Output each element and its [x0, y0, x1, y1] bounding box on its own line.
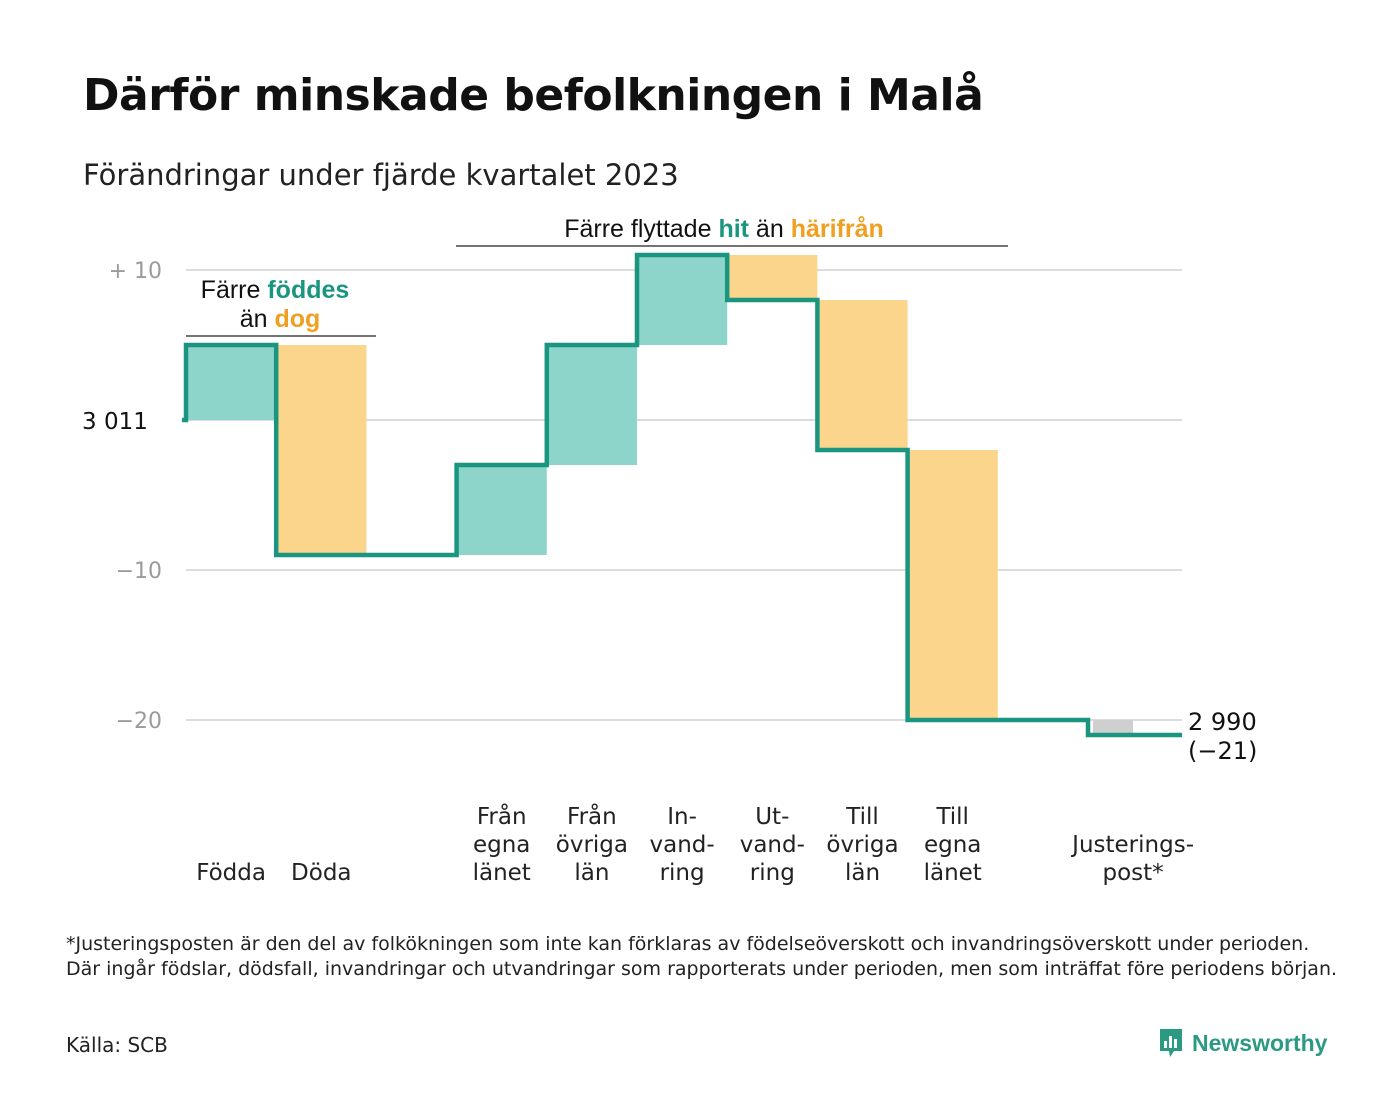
- category-label: Från: [477, 802, 527, 830]
- brand-logo: Newsworthy: [1158, 1027, 1327, 1059]
- page-subtitle: Förändringar under fjärde kvartalet 2023: [83, 158, 679, 192]
- annotation-part-plain: än: [240, 305, 275, 333]
- y-tick-label: −20: [116, 709, 162, 734]
- bar-out: [907, 450, 998, 720]
- category-label: länet: [924, 860, 982, 886]
- page-title: Därför minskade befolkningen i Malå: [83, 70, 984, 121]
- annotation-migration-line: Färre flyttade hit än härifrån: [564, 215, 884, 243]
- bar-layer: [186, 255, 1133, 735]
- category-label: Från: [567, 802, 617, 830]
- category-label: länet: [473, 860, 531, 886]
- bar-adj: [1093, 720, 1133, 735]
- category-label: övriga: [826, 832, 898, 858]
- category-label: egna: [924, 832, 981, 858]
- category-label: övriga: [556, 832, 628, 858]
- annotation-part-plain: Färre flyttade: [564, 215, 718, 243]
- annotation-births-line1: Färre föddes: [201, 276, 350, 304]
- category-label: vand-: [650, 832, 715, 858]
- category-label: län: [574, 860, 609, 886]
- category-label: Till: [845, 804, 879, 830]
- category-label: In-: [667, 804, 697, 830]
- bar-in: [637, 255, 728, 345]
- y-tick-label: −10: [116, 559, 162, 584]
- category-label: Till: [935, 804, 969, 830]
- bar-in: [186, 345, 277, 420]
- brand-name: Newsworthy: [1192, 1029, 1328, 1056]
- category-label: post*: [1103, 860, 1164, 886]
- category-label: ring: [660, 860, 705, 886]
- annotation-part-plain: än: [749, 215, 791, 243]
- annotation-part-in: föddes: [267, 276, 349, 304]
- category-label: län: [845, 860, 880, 886]
- bar-in: [456, 465, 547, 555]
- bar-out: [276, 345, 367, 555]
- source-note: Källa: SCB: [66, 1033, 168, 1057]
- category-label: Döda: [291, 860, 351, 886]
- bar-out: [727, 255, 818, 300]
- category-label: Ut-: [755, 804, 789, 830]
- end-change-label: (−21): [1188, 737, 1257, 765]
- category-label: Födda: [196, 860, 266, 886]
- bar-out: [817, 300, 908, 450]
- footnote: *Justeringsposten är den del av folkökni…: [66, 933, 1338, 980]
- category-label: Justerings-: [1070, 832, 1194, 858]
- end-value-label: 2 990: [1188, 708, 1257, 736]
- category-label: vand-: [740, 832, 805, 858]
- cumulative-step-line: [182, 252, 1182, 738]
- annotation-part-plain: Färre: [201, 276, 268, 304]
- newsworthy-logo-icon: [1160, 1029, 1182, 1057]
- start-value-label: 3 011: [82, 409, 148, 435]
- annotation-births-line2: än dog: [240, 305, 321, 333]
- annotation-part-out: härifrån: [791, 215, 884, 243]
- category-label: egna: [473, 832, 530, 858]
- bar-in: [546, 345, 637, 465]
- y-tick-label: + 10: [109, 259, 162, 284]
- category-label: ring: [750, 860, 795, 886]
- annotation-part-in: hit: [718, 215, 749, 243]
- line-layer: [182, 252, 1182, 738]
- annotation-part-out: dog: [274, 305, 320, 333]
